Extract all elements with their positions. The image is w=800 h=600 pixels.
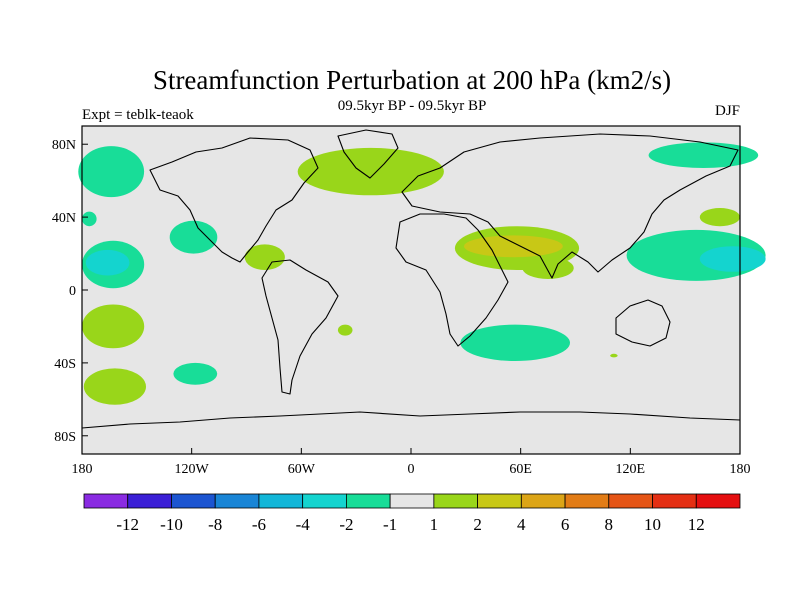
x-tick-label-1: 120W [175,462,210,477]
y-tick-label-2: 0 [69,284,76,299]
colorbar-box-12 [608,493,653,509]
experiment-label: Expt = teblk-teaok [82,107,194,123]
region-se-pacific-neg [169,220,218,254]
colorbar-box-9 [477,493,522,509]
chart-title: Streamfunction Perturbation at 200 hPa (… [153,65,671,95]
x-tick-label-4: 60E [509,462,532,477]
colorbar-box-4 [258,493,304,509]
contour-fill-layer [78,142,766,405]
colorbar-box-13 [652,493,697,509]
region-n-pacific-east-neg [82,211,97,227]
x-tick-label-0: 180 [72,462,93,477]
region-sw-indian-neg [460,324,570,361]
colorbar-box-1 [127,493,172,509]
colorbar-label-9: 4 [517,515,526,534]
x-tick-label-2: 60W [288,462,316,477]
colorbar-label-7: 1 [430,515,439,534]
colorbar-label-3: -6 [252,515,266,534]
region-caribbean-pos [244,244,285,270]
colorbar-box-7 [389,493,435,509]
season-label: DJF [715,103,740,119]
colorbar-box-11 [564,493,610,509]
region-middle-east-core-pos [464,235,563,258]
coastline-antarctica [81,411,741,429]
x-tick-label-5: 120E [616,462,646,477]
y-tick-label-4: 80S [54,430,76,445]
colorbar-box-8 [433,493,478,509]
x-tick-label-3: 0 [408,462,415,477]
colorbar-box-14 [695,493,741,509]
region-s-atlantic-pos [337,324,353,336]
region-s-pacific-mid-neg [173,362,218,385]
colorbar-label-0: -12 [116,515,139,534]
colorbar: -12 -10 -8 -6 -4 -2 -1 1 2 4 6 8 10 12 [83,493,741,534]
region-atlantic-europe-pos [297,147,444,196]
coastline-australia [615,299,671,347]
colorbar-label-6: -1 [383,515,397,534]
coastline-eurasia [401,133,739,279]
colorbar-label-4: -4 [296,515,311,534]
colorbar-box-5 [302,493,347,509]
region-hawaii-core-neg [85,249,130,276]
y-tick-label-1: 40N [52,211,76,226]
coastlines [81,129,741,429]
region-nw-pacific-core-neg [699,246,766,272]
coastline-north-america [149,137,319,263]
coastline-africa [395,213,509,347]
colorbar-label-13: 12 [688,515,705,534]
colorbar-box-6 [345,493,391,509]
axis-ticks: 180 120W 60W 0 60E 120E 180 80N 40N 0 40S 80S [52,138,751,477]
colorbar-box-0 [83,493,129,509]
y-tick-label-0: 80N [52,138,76,153]
colorbar-label-2: -8 [208,515,222,534]
colorbar-label-10: 6 [561,515,570,534]
x-tick-label-6: 180 [730,462,751,477]
colorbar-label-1: -10 [160,515,183,534]
region-india-ocean-pos [522,257,574,279]
coastline-south-america [261,259,339,395]
colorbar-label-12: 10 [644,515,661,534]
y-tick-label-3: 40S [54,357,76,372]
map-panel: 180 120W 60W 0 60E 120E 180 80N 40N 0 40S 80S [52,125,766,477]
colorbar-label-8: 2 [473,515,482,534]
colorbar-label-11: 8 [605,515,614,534]
region-n-pacific-dateline-pos [699,208,741,227]
colorbar-box-3 [214,493,260,509]
chart-subtitle: 09.5kyr BP - 09.5kyr BP [338,98,487,114]
coastline-greenland [337,129,399,179]
region-s-pacific-south-pos [83,368,146,405]
colorbar-box-10 [520,493,566,509]
region-n-pacific-dateline-neg [648,142,759,168]
region-indonesia-pos [610,353,618,358]
region-n-pacific-west-neg [78,146,145,198]
colorbar-label-5: -2 [339,515,353,534]
colorbar-box-2 [171,493,216,509]
region-s-pacific-west-pos [82,304,145,349]
